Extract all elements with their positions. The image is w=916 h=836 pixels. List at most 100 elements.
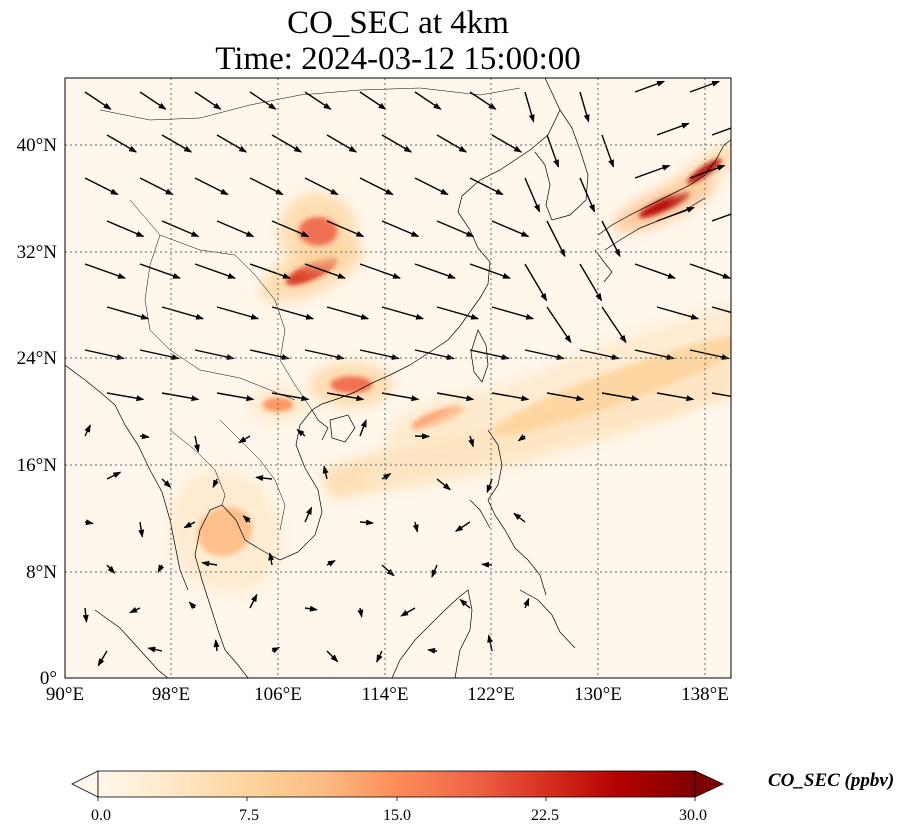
wind-arrow xyxy=(106,564,116,574)
wind-arrow xyxy=(106,306,150,320)
co-plume-core xyxy=(298,216,338,246)
colorbar-label: CO_SEC (ppbv) xyxy=(768,770,895,791)
wind-arrow xyxy=(381,564,395,577)
wind-arrow xyxy=(84,424,91,437)
lat-tick-label: 8°N xyxy=(26,562,57,583)
wind-arrow xyxy=(304,91,332,110)
colorbar-tick-label: 22.5 xyxy=(531,807,559,824)
wind-arrow xyxy=(468,435,475,448)
lat-tick-label: 16°N xyxy=(17,455,58,476)
wind-arrow xyxy=(381,392,420,402)
wind-arrow xyxy=(249,177,284,196)
wind-arrow xyxy=(436,392,475,402)
wind-arrow xyxy=(139,91,167,110)
wind-arrow xyxy=(304,349,345,360)
wind-arrow xyxy=(161,306,205,320)
wind-arrow xyxy=(486,478,493,494)
wind-arrow xyxy=(414,91,442,110)
wind-arrow xyxy=(491,392,530,402)
wind-arrow xyxy=(183,521,196,529)
wind-arrow xyxy=(84,349,125,360)
wind-arrow xyxy=(524,263,548,302)
wind-arrow xyxy=(711,127,731,136)
wind-arrow xyxy=(326,220,365,238)
coastlines xyxy=(65,78,731,678)
wind-arrow xyxy=(436,134,468,153)
wind-arrow xyxy=(242,515,251,523)
wind-arrow xyxy=(634,164,671,179)
wind-arrow xyxy=(524,177,541,213)
wind-arrow xyxy=(381,473,392,480)
wind-arrow xyxy=(427,647,438,654)
wind-arrow xyxy=(357,607,364,618)
wind-arrow xyxy=(193,435,200,453)
wind-arrow xyxy=(634,349,675,360)
wind-arrow xyxy=(546,220,566,258)
gridlines xyxy=(65,78,731,678)
lon-tick-label: 98°E xyxy=(152,684,190,705)
wind-arrow xyxy=(381,134,413,153)
wind-arrow xyxy=(359,263,401,279)
wind-arrow xyxy=(711,392,731,398)
wind-arrow xyxy=(271,134,303,153)
wind-arrow xyxy=(106,220,145,238)
lon-tick-label: 114°E xyxy=(362,684,409,705)
wind-arrow xyxy=(326,134,358,153)
wind-arrow xyxy=(656,206,696,222)
wind-arrow xyxy=(469,177,504,196)
wind-arrow xyxy=(546,134,560,168)
wind-arrow xyxy=(634,80,666,93)
colorbar-tick-label: 30.0 xyxy=(679,807,707,824)
map-title: CO_SEC at 4km xyxy=(287,5,509,41)
lat-tick-label: 32°N xyxy=(17,242,58,263)
wind-arrow xyxy=(157,564,165,573)
wind-arrow xyxy=(491,134,523,153)
wind-arrow xyxy=(481,561,493,568)
wind-arrow xyxy=(322,465,329,480)
wind-arrow xyxy=(296,428,306,437)
lon-tick-label: 122°E xyxy=(467,684,515,705)
lon-tick-label: 90°E xyxy=(46,684,84,705)
wind-arrow xyxy=(161,392,200,402)
wind-arrow xyxy=(431,564,438,578)
lat-tick-label: 24°N xyxy=(17,348,58,369)
lon-tick-label: 130°E xyxy=(574,684,622,705)
wind-arrow xyxy=(381,220,420,238)
co-plume-core xyxy=(686,158,722,185)
wind-arrow xyxy=(216,134,248,153)
wind-arrow xyxy=(601,220,621,258)
wind-arrow xyxy=(376,650,383,663)
wind-arrow xyxy=(139,263,181,279)
wind-arrow xyxy=(304,506,313,523)
wind-arrow xyxy=(689,349,730,360)
wind-arrow xyxy=(634,263,676,279)
colorbar-extend-max xyxy=(694,770,724,798)
wind-arrow xyxy=(84,519,94,526)
wind-arrow xyxy=(268,552,275,566)
wind-arrow xyxy=(255,475,273,482)
wind-arrow xyxy=(194,91,222,110)
wind-arrow xyxy=(326,392,365,402)
wind-arrow xyxy=(271,306,315,320)
wind-arrow xyxy=(359,519,374,526)
wind-arrow xyxy=(414,433,430,440)
wind-arrow xyxy=(517,434,526,442)
wind-arrow xyxy=(412,521,419,533)
map-frame xyxy=(64,77,732,679)
lon-tick-label: 138°E xyxy=(681,684,729,705)
co-plume-core xyxy=(330,376,373,394)
wind-arrow xyxy=(414,263,456,279)
wind-arrow xyxy=(689,80,721,93)
wind-arrow xyxy=(546,392,585,402)
wind-arrow xyxy=(106,392,145,402)
wind-arrow xyxy=(326,559,336,567)
wind-arrow xyxy=(524,349,565,360)
wind-arrow xyxy=(139,433,150,440)
wind-arrow xyxy=(711,306,731,314)
wind-arrow xyxy=(84,177,119,196)
wind-arrow xyxy=(138,521,145,538)
wind-arrow xyxy=(161,134,193,153)
lon-tick-label: 106°E xyxy=(254,684,302,705)
colorbar-tick-label: 7.5 xyxy=(239,807,259,824)
wind-arrow xyxy=(161,478,172,488)
